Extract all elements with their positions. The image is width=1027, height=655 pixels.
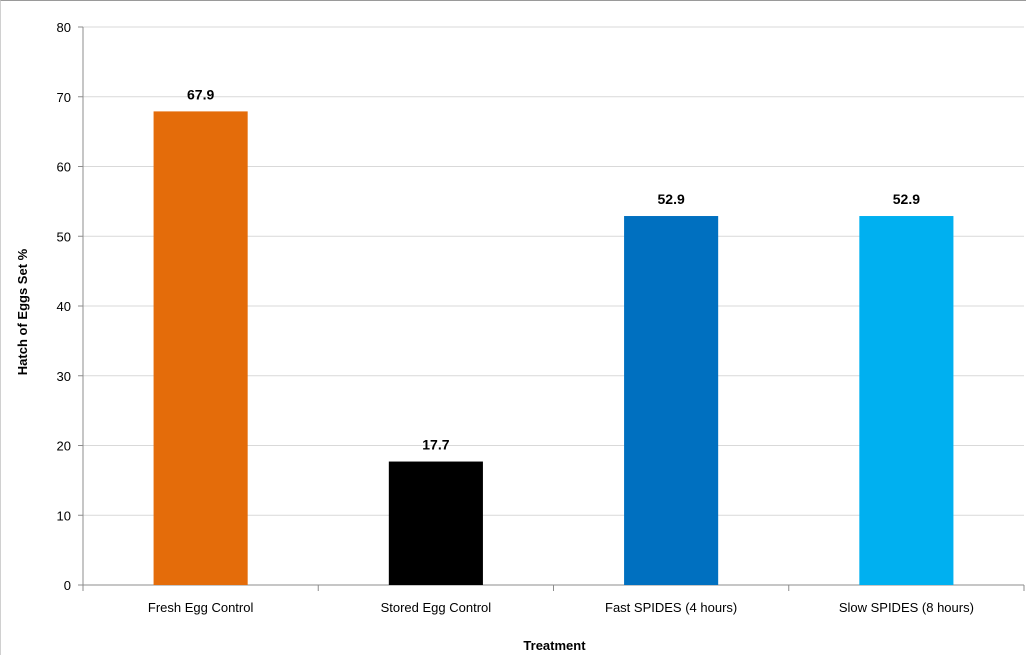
data-label: 17.7 (422, 437, 449, 453)
x-tick-labels: Fresh Egg Control Stored Egg Control Fast … (148, 600, 974, 615)
y-tick-label: 40 (57, 299, 71, 314)
y-tick-label: 70 (57, 90, 71, 105)
y-tick-label: 10 (57, 508, 71, 523)
x-tick-label: Stored Egg Control (381, 600, 492, 615)
x-tick-label: Slow SPIDES (8 hours) (839, 600, 974, 615)
y-tick-label: 50 (57, 229, 71, 244)
bar (624, 216, 719, 585)
bar (153, 111, 248, 586)
data-label: 52.9 (893, 191, 920, 207)
y-tick-label: 0 (64, 578, 71, 593)
data-label: 52.9 (658, 191, 685, 207)
x-tick-label: Fast SPIDES (4 hours) (605, 600, 737, 615)
y-tick-labels: 0 10 20 30 40 50 60 70 80 (57, 20, 71, 593)
x-tick-label: Fresh Egg Control (148, 600, 254, 615)
bar (388, 461, 483, 585)
y-axis-title: Hatch of Eggs Set % (15, 248, 30, 375)
y-tick-label: 80 (57, 20, 71, 35)
y-tick-label: 60 (57, 160, 71, 175)
y-tick-label: 30 (57, 369, 71, 384)
bars (153, 111, 954, 586)
y-tick-label: 20 (57, 439, 71, 454)
data-labels: 67.9 17.7 52.9 52.9 (187, 86, 920, 452)
bar (859, 216, 954, 585)
x-axis-title: Treatment (523, 638, 586, 653)
data-label: 67.9 (187, 86, 214, 102)
